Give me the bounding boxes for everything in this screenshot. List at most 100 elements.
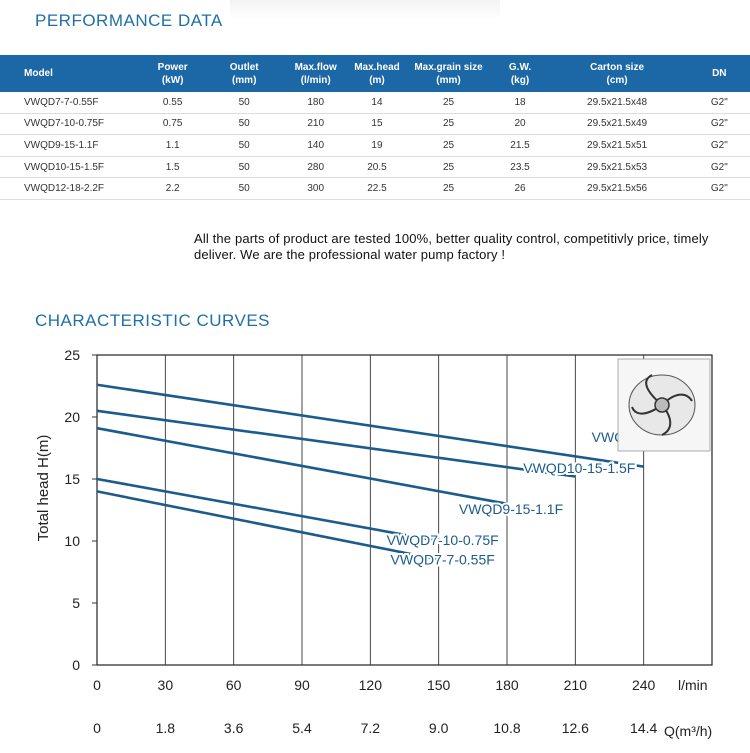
x2-tick-label: 3.6 <box>224 720 244 736</box>
y-axis-label: Total head H(m) <box>35 435 52 542</box>
curve-line <box>96 490 439 561</box>
curve-label: VWQD9-15-1.1F <box>459 501 563 517</box>
header-dn: DN <box>688 55 750 92</box>
cell-outlet: 50 <box>208 134 280 157</box>
curve-line <box>96 409 576 478</box>
cell-carton: 29.5x21.5x51 <box>545 134 689 157</box>
x2-tick-label: 1.8 <box>156 720 176 736</box>
header-carton-size: Carton size (cm) <box>545 55 689 92</box>
x2-tick-label: 5.4 <box>292 720 312 736</box>
y-tick-label: 25 <box>64 347 80 363</box>
cell-head: 22.5 <box>351 177 403 200</box>
header-max-flow: Max.flow (l/min) <box>279 55 352 92</box>
cell-carton: 29.5x21.5x56 <box>545 177 689 200</box>
cell-model: VWQD10-15-1.5F <box>0 156 137 179</box>
cell-flow: 140 <box>279 134 352 157</box>
cell-gw: 23.5 <box>494 156 546 179</box>
curve-line <box>96 477 439 543</box>
curve-label: VWQD10-15-1.5F <box>523 460 635 476</box>
cell-grain: 25 <box>402 92 495 114</box>
cell-head: 15 <box>351 113 403 136</box>
tick-labels: 00301.8603.6905.41207.21509.018010.82101… <box>64 347 657 736</box>
cell-model: VWQD7-10-0.75F <box>0 113 137 136</box>
y-tick-label: 20 <box>64 409 80 425</box>
x2-tick-label: 10.8 <box>493 720 520 736</box>
cell-flow: 300 <box>279 177 352 200</box>
header-power: Power (kW) <box>136 55 209 92</box>
performance-table: Model Power (kW) Outlet (mm) Max.flow (l/mi… <box>0 55 750 200</box>
x2-tick-label: 0 <box>93 720 101 736</box>
cell-flow: 180 <box>279 92 352 114</box>
cell-dn: G2" <box>688 134 750 157</box>
header-gross-weight: G.W. (kg) <box>494 55 546 92</box>
header-outlet: Outlet (mm) <box>208 55 280 92</box>
cell-carton: 29.5x21.5x53 <box>545 156 689 179</box>
cell-power: 1.5 <box>136 156 209 179</box>
header-max-head: Max.head (m) <box>351 55 403 92</box>
quality-note: All the parts of product are tested 100%… <box>194 231 709 262</box>
curves-title: CHARACTERISTIC CURVES <box>35 311 270 330</box>
curve-label: VWQD7-10-0.75F <box>387 532 499 548</box>
impeller-icon <box>617 358 711 452</box>
table-row: VWQD12-18-2.2F 2.2 50 300 22.5 25 26 29.… <box>0 177 750 200</box>
cell-power: 0.75 <box>136 113 209 136</box>
y-tick-label: 0 <box>72 657 80 673</box>
x-tick-label: 180 <box>495 677 519 693</box>
x-tick-label: 90 <box>294 677 310 693</box>
x2-axis-label: Q(m³/h) <box>664 723 712 739</box>
x2-tick-label: 7.2 <box>361 720 381 736</box>
x2-tick-label: 14.4 <box>630 720 657 736</box>
cell-head: 20.5 <box>351 156 403 179</box>
x2-tick-label: 12.6 <box>562 720 589 736</box>
cell-power: 2.2 <box>136 177 209 200</box>
x-tick-label: 210 <box>564 677 588 693</box>
cell-flow: 210 <box>279 113 352 136</box>
cell-carton: 29.5x21.5x48 <box>545 92 689 114</box>
cell-model: VWQD7-7-0.55F <box>0 92 137 114</box>
cell-dn: G2" <box>688 92 750 114</box>
x-tick-label: 120 <box>359 677 383 693</box>
cell-model: VWQD9-15-1.1F <box>0 134 137 157</box>
cell-flow: 280 <box>279 156 352 179</box>
curve-label: VWQD7-7-0.55F <box>391 552 495 568</box>
y-tick-label: 10 <box>64 533 80 549</box>
header-max-grain-size: Max.grain size (mm) <box>402 55 495 92</box>
table-row: VWQD7-7-0.55F 0.55 50 180 14 25 18 29.5x… <box>0 92 750 114</box>
cell-outlet: 50 <box>208 156 280 179</box>
cell-carton: 29.5x21.5x49 <box>545 113 689 136</box>
cell-outlet: 50 <box>208 92 280 114</box>
x-tick-label: 30 <box>158 677 174 693</box>
x-tick-label: 60 <box>226 677 242 693</box>
table-header-row: Model Power (kW) Outlet (mm) Max.flow (l/mi… <box>0 55 750 92</box>
plot-frame <box>96 354 713 666</box>
cell-dn: G2" <box>688 113 750 136</box>
performance-title: PERFORMANCE DATA <box>35 11 223 30</box>
cell-gw: 18 <box>494 92 546 114</box>
y-tick-label: 5 <box>72 595 80 611</box>
x-tick-label: 0 <box>93 677 101 693</box>
cell-grain: 25 <box>402 156 495 179</box>
grid <box>92 354 645 666</box>
table-row: VWQD10-15-1.5F 1.5 50 280 20.5 25 23.5 2… <box>0 156 750 179</box>
curve-line <box>96 383 644 468</box>
y-tick-label: 15 <box>64 471 80 487</box>
cell-grain: 25 <box>402 134 495 157</box>
table-row: VWQD9-15-1.1F 1.1 50 140 19 25 21.5 29.5… <box>0 134 750 157</box>
cell-gw: 26 <box>494 177 546 200</box>
header-model: Model <box>0 55 137 92</box>
curve-line <box>96 426 508 506</box>
cell-power: 1.1 <box>136 134 209 157</box>
cell-gw: 21.5 <box>494 134 546 157</box>
cell-outlet: 50 <box>208 113 280 136</box>
x2-tick-label: 9.0 <box>429 720 449 736</box>
x-tick-label: 150 <box>427 677 451 693</box>
cell-head: 19 <box>351 134 403 157</box>
cell-grain: 25 <box>402 177 495 200</box>
cell-grain: 25 <box>402 113 495 136</box>
title-glow <box>230 0 500 20</box>
cell-head: 14 <box>351 92 403 114</box>
cell-model: VWQD12-18-2.2F <box>0 177 137 200</box>
cell-gw: 20 <box>494 113 546 136</box>
cell-outlet: 50 <box>208 177 280 200</box>
